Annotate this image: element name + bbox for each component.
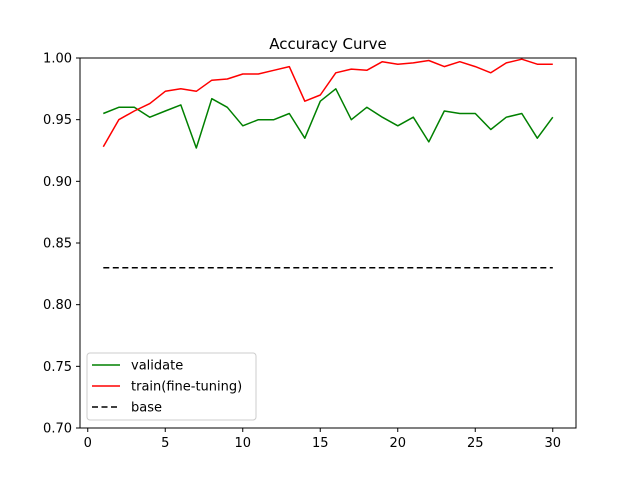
y-axis: 0.70 0.75 0.80 0.85 0.90 0.95 1.00 <box>43 52 80 437</box>
plot-lines <box>102 58 554 269</box>
x-axis: 0 5 10 15 20 25 30 <box>84 428 561 451</box>
series-line-0 <box>103 88 554 149</box>
x-tick-label: 20 <box>389 436 406 451</box>
chart-title: Accuracy Curve <box>269 35 387 53</box>
legend: validate train(fine-tuning) base <box>86 352 257 421</box>
legend-label-1: train(fine-tuning) <box>131 380 242 395</box>
y-tick-label: 1.00 <box>43 52 72 67</box>
y-tick-label: 0.90 <box>43 175 72 190</box>
y-tick-label: 0.70 <box>43 422 72 437</box>
x-tick-label: 0 <box>84 436 92 451</box>
series-line-1 <box>102 58 553 148</box>
x-tick-label: 15 <box>312 436 329 451</box>
legend-label-2: base <box>131 401 162 416</box>
x-tick-label: 25 <box>467 436 484 451</box>
y-tick-label: 0.95 <box>43 113 72 128</box>
legend-label-0: validate <box>131 359 183 374</box>
x-tick-label: 5 <box>161 436 169 451</box>
y-tick-label: 0.85 <box>43 237 72 252</box>
y-tick-label: 0.75 <box>43 360 72 375</box>
x-tick-label: 30 <box>544 436 561 451</box>
legend-box <box>86 352 257 421</box>
x-tick-label: 10 <box>234 436 251 451</box>
y-tick-label: 0.80 <box>43 298 72 313</box>
